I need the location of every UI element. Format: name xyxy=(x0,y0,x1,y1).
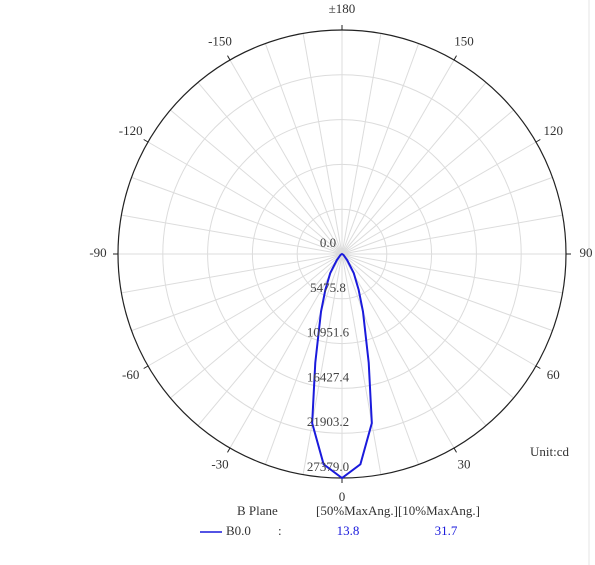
spoke xyxy=(341,214,563,255)
half-max-angle: 13.8 xyxy=(337,523,360,538)
spoke xyxy=(341,253,514,399)
theta-tick-label: 60 xyxy=(547,367,560,382)
tenth-max-angle: 31.7 xyxy=(435,523,458,538)
theta-tick-label: -30 xyxy=(211,456,228,471)
spoke xyxy=(341,253,420,465)
spoke xyxy=(121,253,343,294)
spoke xyxy=(341,253,382,475)
spoke xyxy=(131,253,343,332)
spoke xyxy=(341,253,455,449)
theta-tick xyxy=(453,55,457,61)
spoke xyxy=(170,253,343,399)
theta-tick-label: 30 xyxy=(458,456,471,471)
spoke xyxy=(341,82,487,255)
unit-label: Unit:cd xyxy=(530,444,569,459)
spoke xyxy=(341,109,514,255)
spoke xyxy=(341,253,537,367)
r-tick-label: 16427.4 xyxy=(307,369,350,384)
theta-tick-label: -60 xyxy=(122,367,139,382)
spoke xyxy=(341,43,420,255)
spoke xyxy=(341,253,487,426)
intensity-curve xyxy=(311,252,373,480)
spoke xyxy=(341,59,455,255)
spoke xyxy=(121,214,343,255)
grid-ring xyxy=(296,208,388,300)
theta-tick-label: -150 xyxy=(208,34,232,49)
spoke xyxy=(229,59,343,255)
theta-tick xyxy=(143,139,149,143)
spoke xyxy=(341,33,382,255)
r-tick-label: 21903.2 xyxy=(307,414,349,429)
legend-label: B0.0 xyxy=(226,523,251,538)
theta-tick xyxy=(227,55,231,61)
legend-separator: : xyxy=(278,523,282,538)
spoke xyxy=(341,176,553,255)
theta-tick-label: 150 xyxy=(454,34,474,49)
r-tick-label: 10951.6 xyxy=(307,325,350,340)
r-tick-label: 0.0 xyxy=(320,235,336,250)
theta-tick xyxy=(535,365,541,369)
theta-tick xyxy=(143,365,149,369)
grid-ring xyxy=(251,163,433,345)
theta-tick xyxy=(227,447,231,453)
legend-header: B Plane xyxy=(237,503,278,518)
spoke xyxy=(197,253,343,426)
theta-tick xyxy=(453,447,457,453)
spoke xyxy=(302,253,343,475)
spoke xyxy=(341,253,553,332)
spoke xyxy=(264,253,343,465)
theta-tick-label: -120 xyxy=(119,123,143,138)
spoke xyxy=(170,109,343,255)
spoke xyxy=(131,176,343,255)
spoke xyxy=(229,253,343,449)
legend-header: [50%MaxAng.][10%MaxAng.] xyxy=(316,503,480,518)
r-tick-label: 5475.8 xyxy=(310,280,346,295)
theta-tick-label: 0 xyxy=(339,489,346,504)
theta-tick-label: ±180 xyxy=(329,1,356,16)
theta-tick-label: -90 xyxy=(89,245,106,260)
theta-tick xyxy=(535,139,541,143)
spoke xyxy=(264,43,343,255)
spoke xyxy=(341,141,537,255)
spoke xyxy=(147,141,343,255)
spoke xyxy=(302,33,343,255)
r-tick-label: 27379.0 xyxy=(307,459,349,474)
spoke xyxy=(197,82,343,255)
theta-tick-label: 90 xyxy=(580,245,593,260)
spoke xyxy=(341,253,563,294)
grid-ring xyxy=(207,119,477,389)
grid-ring xyxy=(162,74,522,434)
theta-tick-label: 120 xyxy=(544,123,564,138)
spoke xyxy=(147,253,343,367)
